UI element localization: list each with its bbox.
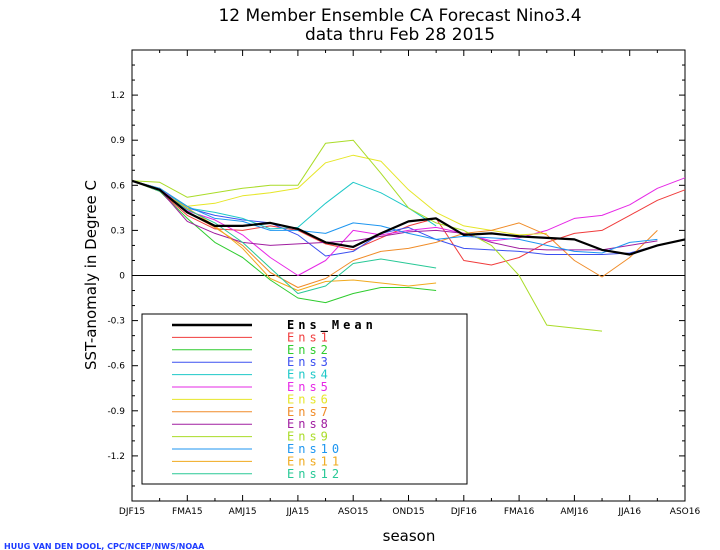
y-tick-label: 1.2 xyxy=(111,91,125,101)
y-tick-label: 0 xyxy=(119,272,125,282)
y-tick-label: -0.6 xyxy=(107,362,125,372)
x-tick-label: ASO15 xyxy=(338,507,368,517)
series-line-ens6 xyxy=(131,154,547,236)
y-tick-label: -1.2 xyxy=(107,452,125,462)
legend-label-ens-mean: Ens_Mean xyxy=(287,318,377,333)
x-tick-label: FMA15 xyxy=(172,507,203,517)
legend-label-ens5: Ens5 xyxy=(287,380,332,394)
legend-label-ens9: Ens9 xyxy=(287,430,332,444)
legend-label-ens8: Ens8 xyxy=(287,417,332,431)
y-tick-label: 0.6 xyxy=(111,181,126,191)
series-line-ens7 xyxy=(131,180,658,288)
legend-label-ens7: Ens7 xyxy=(287,405,332,419)
x-tick-label: DJF15 xyxy=(119,507,145,517)
legend-label-ens6: Ens6 xyxy=(287,392,332,406)
x-axis-label: season xyxy=(383,527,436,545)
series-line-ens9 xyxy=(131,139,603,332)
y-axis-label: SST-anomaly in Degree C xyxy=(82,180,100,370)
legend-label-ens10: Ens10 xyxy=(287,442,343,456)
series-line-ens12 xyxy=(131,180,437,294)
legend-label-ens1: Ens1 xyxy=(287,330,332,344)
credit-text: HUUG VAN DEN DOOL, CPC/NCEP/NWS/NOAA xyxy=(4,542,205,550)
legend: Ens_MeanEns1Ens2Ens3Ens4Ens5Ens6Ens7Ens8… xyxy=(172,318,377,481)
legend-label-ens2: Ens2 xyxy=(287,343,332,357)
series-line-ens2 xyxy=(131,180,437,304)
y-tick-label: -0.9 xyxy=(107,407,125,417)
chart-subtitle: data thru Feb 28 2015 xyxy=(305,25,495,45)
series-layer xyxy=(131,139,686,332)
x-tick-label: ASO16 xyxy=(670,507,701,517)
x-tick-label: FMA16 xyxy=(504,507,535,517)
x-tick-label: DJF16 xyxy=(451,507,477,517)
legend-label-ens12: Ens12 xyxy=(287,467,343,481)
y-tick-label: 0.3 xyxy=(111,226,125,236)
axis-ticks: DJF15 FMA15 AMJ15 JJA15 ASO15 OND15 DJF16 FMA16… xyxy=(107,49,701,517)
chart-title: 12 Member Ensemble CA Forecast Nino3.4 xyxy=(218,6,581,26)
x-tick-label: AMJ16 xyxy=(560,507,588,517)
series-line-ens3 xyxy=(131,180,686,257)
series-line-ens-mean xyxy=(131,179,686,256)
x-tick-label: JJA15 xyxy=(286,507,310,517)
y-tick-label: 0.9 xyxy=(111,136,126,146)
legend-label-ens11: Ens11 xyxy=(287,454,343,468)
series-line-ens10 xyxy=(131,180,658,254)
y-tick-label: -0.3 xyxy=(107,317,125,327)
x-tick-label: AMJ15 xyxy=(229,507,257,517)
legend-label-ens3: Ens3 xyxy=(287,355,332,369)
legend-label-ens4: Ens4 xyxy=(287,368,332,382)
x-tick-label: JJA16 xyxy=(617,507,641,517)
series-line-ens11 xyxy=(131,180,437,291)
x-tick-label: OND15 xyxy=(392,507,424,517)
